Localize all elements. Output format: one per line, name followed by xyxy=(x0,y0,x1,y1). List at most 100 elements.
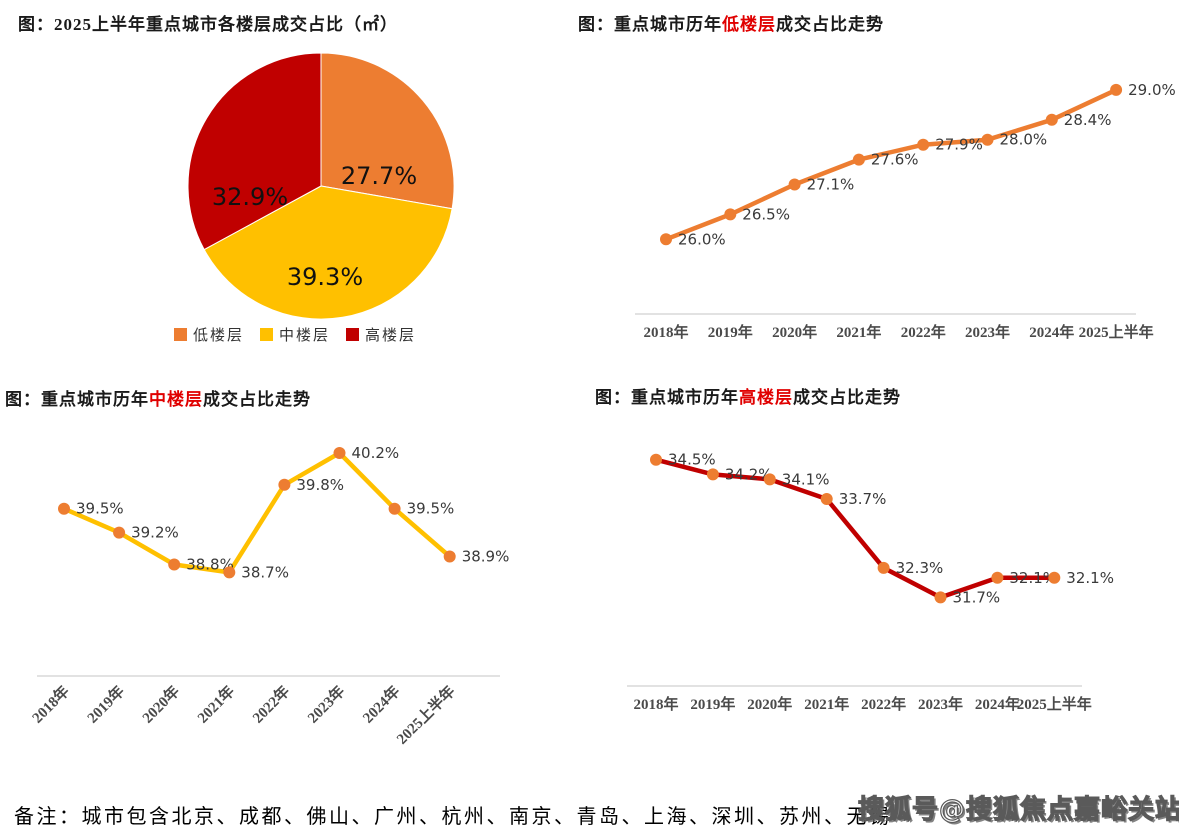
x-tick-label: 2018年 xyxy=(643,323,688,341)
mid-floor-line-chart: 2018年 2019年 2020年 2021年 2022年 2023年 2024年2025上… xyxy=(28,444,509,748)
legend-label-mid-floor: 中楼层 xyxy=(278,328,330,344)
data-point-marker xyxy=(650,453,662,466)
data-point-marker xyxy=(333,447,346,459)
data-point-marker xyxy=(1110,83,1123,96)
data-point-label: 27.1% xyxy=(807,176,855,194)
pie-value-label: 27.7% xyxy=(341,162,417,190)
low-floor-chart-title: 图：重点城市历年低楼层成交占比走势 xyxy=(578,10,884,35)
data-point-marker xyxy=(917,138,930,151)
x-tick-label: 2022年 xyxy=(901,323,946,341)
data-point-marker xyxy=(820,493,833,505)
data-point-label: 32.1% xyxy=(1009,569,1057,587)
pie-slice-中楼层 xyxy=(203,185,453,320)
legend-label-low-floor: 低楼层 xyxy=(192,328,244,344)
data-point-marker xyxy=(852,153,865,166)
x-tick-label: 2022年 xyxy=(249,682,294,727)
x-tick-label: 2020年 xyxy=(138,682,183,727)
data-point-marker xyxy=(388,502,401,515)
data-point-label: 33.7% xyxy=(839,490,887,508)
pie-legend: 低楼层 中楼层 高楼层 xyxy=(0,324,590,345)
x-tick-label: 2019年 xyxy=(690,695,735,713)
data-point-label: 26.0% xyxy=(678,230,726,248)
legend-item-low-floor: 低楼层 xyxy=(173,324,244,345)
data-point-marker xyxy=(934,591,947,604)
title-post: 成交占比走势 xyxy=(793,388,901,407)
data-point-label: 39.2% xyxy=(131,524,179,542)
x-tick-label: 2018年 xyxy=(633,695,678,713)
x-tick-label: 2024年 xyxy=(359,682,404,727)
data-point-label: 28.0% xyxy=(1000,131,1048,149)
data-point-label: 39.5% xyxy=(76,500,124,518)
x-tick-label: 2024年 xyxy=(1029,323,1074,341)
data-point-marker xyxy=(981,133,994,146)
high-floor-line-chart: 2018年 2019年 2020年 2021年 2022年 2023年 2024年2025上… xyxy=(627,451,1114,713)
data-point-marker xyxy=(58,502,70,515)
data-point-label: 40.2% xyxy=(352,444,400,462)
data-point-label: 31.7% xyxy=(953,588,1001,606)
low-floor-line-chart: 2018年 2019年 2020年 2021年 2022年 2023年 2024年 2025上… xyxy=(635,81,1176,341)
title-pre: 图：重点城市历年 xyxy=(595,388,739,407)
data-point-label: 34.1% xyxy=(782,470,830,488)
data-point-marker xyxy=(223,566,236,579)
trend-line xyxy=(61,450,452,575)
data-point-marker xyxy=(724,208,737,221)
data-point-marker xyxy=(278,478,291,491)
data-point-marker xyxy=(877,561,890,574)
data-point-marker xyxy=(660,233,672,246)
x-tick-label: 2024年 xyxy=(975,695,1020,713)
data-point-label: 27.6% xyxy=(871,151,919,169)
title-pre: 图：重点城市历年 xyxy=(578,15,722,34)
x-tick-label: 2023年 xyxy=(918,695,963,713)
title-highlight: 中楼层 xyxy=(149,390,203,409)
pie-value-label: 32.9% xyxy=(212,183,288,211)
data-point-marker xyxy=(763,473,776,486)
title-post: 成交占比走势 xyxy=(776,15,884,34)
data-point-marker xyxy=(706,468,719,481)
pie-slice-高楼层 xyxy=(187,52,322,251)
x-tick-label: 2020年 xyxy=(772,323,817,341)
x-tick-label: 2021年 xyxy=(194,682,239,727)
pie-slice-低楼层 xyxy=(320,52,455,210)
data-point-label: 29.0% xyxy=(1128,81,1176,99)
data-point-label: 34.5% xyxy=(668,451,716,469)
x-tick-label: 2022年 xyxy=(861,695,906,713)
legend-item-mid-floor: 中楼层 xyxy=(259,324,330,345)
data-point-marker xyxy=(168,558,181,571)
data-point-marker xyxy=(991,571,1004,584)
data-point-label: 32.1% xyxy=(1066,569,1114,587)
data-point-label: 38.8% xyxy=(186,556,234,574)
data-point-label: 27.9% xyxy=(935,136,983,154)
data-point-marker xyxy=(113,526,126,539)
trend-line xyxy=(663,87,1119,242)
data-point-marker xyxy=(788,178,801,191)
x-tick-label: 2019年 xyxy=(83,682,128,727)
pie-chart-title-text: 图：2025上半年重点城市各楼层成交占比（㎡） xyxy=(18,15,398,34)
data-point-label: 32.3% xyxy=(896,559,944,577)
watermark: 搜狐号@搜狐焦点嘉峪关站 xyxy=(857,794,1179,825)
legend-swatch-low-floor xyxy=(173,328,187,341)
pie-chart-title: 图：2025上半年重点城市各楼层成交占比（㎡） xyxy=(18,10,398,35)
trend-line xyxy=(653,457,1057,600)
x-tick-label: 2021年 xyxy=(804,695,849,713)
legend-label-high-floor: 高楼层 xyxy=(365,328,417,344)
x-tick-label: 2019年 xyxy=(708,323,753,341)
title-post: 成交占比走势 xyxy=(203,390,311,409)
data-point-marker xyxy=(1045,113,1058,126)
data-point-label: 39.5% xyxy=(407,500,455,518)
high-floor-chart-title: 图：重点城市历年高楼层成交占比走势 xyxy=(595,383,901,408)
title-pre: 图：重点城市历年 xyxy=(5,390,149,409)
data-point-label: 38.7% xyxy=(241,563,289,581)
x-tick-label: 2018年 xyxy=(28,682,73,727)
title-highlight: 高楼层 xyxy=(739,388,793,407)
x-tick-label: 2021年 xyxy=(836,323,881,341)
x-tick-label: 2025上半年 xyxy=(1017,695,1092,713)
data-point-label: 28.4% xyxy=(1064,111,1112,129)
legend-swatch-mid-floor xyxy=(259,328,273,341)
legend-swatch-high-floor xyxy=(346,328,359,341)
floor-share-pie-chart: 27.7% 39.3% 32.9% xyxy=(187,52,455,320)
data-point-label: 34.2% xyxy=(725,465,773,483)
data-point-marker xyxy=(1048,571,1061,584)
legend-item-high-floor: 高楼层 xyxy=(346,324,416,345)
x-tick-label: 2023年 xyxy=(965,323,1010,341)
